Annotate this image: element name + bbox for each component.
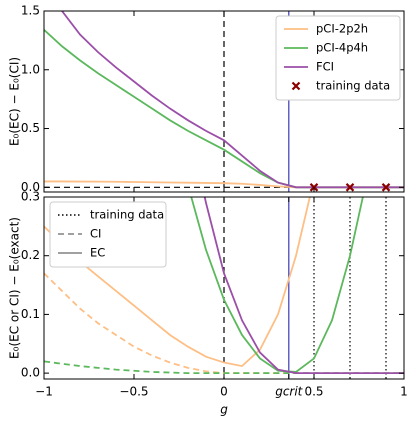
y-axis-label: E₀(EC or CI) − E₀(exact) [8,217,22,359]
y-tick-label: 0.0 [21,366,40,380]
x-tick-label: 0.5 [304,385,323,399]
legend-label: pCI-4p4h [316,41,368,55]
series-line [61,11,404,189]
x-axis-label: g [220,403,228,417]
y-axis-label: E₀(EC) − E₀(CI) [8,57,22,146]
y-tick-label: 0.5 [21,121,40,135]
data-point [345,183,355,192]
legend-box [275,15,401,101]
legend-marker [291,81,301,91]
x-tick-label: 0 [220,385,228,399]
series-line [44,197,311,368]
legend-label: EC [90,246,105,260]
y-tick-label: 0.2 [21,248,40,262]
legend-box [49,201,167,268]
legend-label: pCI-2p2h [316,22,368,36]
y-tick-label: 0.3 [21,190,40,204]
y-tick-label: 1.0 [21,62,40,76]
legend-label: training data [90,208,164,222]
legend-label: training data [316,79,390,93]
y-tick-label: 0.0 [21,180,40,194]
plot-area [44,11,404,192]
series-line [190,197,364,373]
legend: pCI-2p2h pCI-4p4h FCI training data [275,15,401,101]
legend: training data CI EC [49,201,167,268]
data-point [381,183,391,192]
y-tick-label: 0.1 [21,307,40,321]
legend-label: FCI [316,60,334,74]
y-tick-label: 1.5 [21,4,40,18]
legend-label: CI [90,227,101,241]
x-tick-label: gcrit [275,385,303,399]
x-tick-label: −1 [35,385,53,399]
x-tick-label: 1 [400,385,408,399]
x-tick-label: −0.5 [119,385,148,399]
series-line [203,197,404,375]
plot-area [44,197,404,379]
